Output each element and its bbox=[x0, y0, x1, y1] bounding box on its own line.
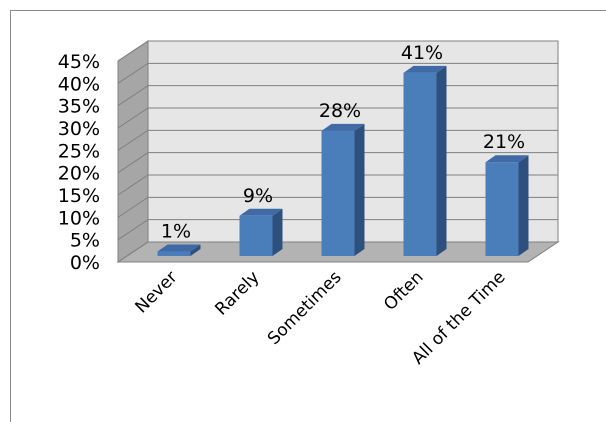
x-category-label: Never bbox=[132, 267, 182, 317]
x-category-label: Sometimes bbox=[264, 267, 346, 349]
y-tick-label: 40% bbox=[58, 73, 100, 95]
bar-side bbox=[354, 123, 365, 256]
bar-top bbox=[157, 244, 201, 252]
bar-top bbox=[321, 123, 365, 131]
bar-side bbox=[518, 155, 529, 256]
data-label: 28% bbox=[319, 100, 361, 122]
bar bbox=[157, 251, 191, 256]
bar-top bbox=[403, 65, 447, 73]
x-category-label: Often bbox=[380, 267, 427, 314]
y-tick-label: 30% bbox=[58, 118, 100, 140]
y-tick-label: 35% bbox=[58, 96, 100, 118]
bar-top bbox=[239, 208, 283, 216]
bar bbox=[239, 215, 273, 256]
bar bbox=[321, 130, 355, 256]
y-tick-label: 20% bbox=[58, 163, 100, 185]
bar bbox=[485, 162, 519, 256]
data-label: 1% bbox=[161, 221, 191, 243]
y-tick-label: 5% bbox=[70, 230, 100, 252]
data-label: 9% bbox=[243, 185, 273, 207]
gridline bbox=[117, 62, 558, 84]
bar-side bbox=[272, 208, 283, 256]
data-label: 21% bbox=[483, 131, 525, 153]
data-label: 41% bbox=[401, 42, 443, 64]
x-category-label: Rarely bbox=[211, 267, 263, 319]
y-tick-label: 25% bbox=[58, 140, 100, 162]
gridline bbox=[117, 40, 558, 62]
bar-top bbox=[485, 155, 529, 163]
bar bbox=[403, 72, 437, 256]
y-tick-label: 10% bbox=[58, 207, 100, 229]
bar-side bbox=[436, 65, 447, 256]
y-tick-label: 0% bbox=[70, 252, 100, 274]
y-tick-label: 15% bbox=[58, 185, 100, 207]
bar-side bbox=[190, 244, 201, 256]
side-wall bbox=[117, 40, 149, 263]
y-tick-label: 45% bbox=[58, 51, 100, 73]
